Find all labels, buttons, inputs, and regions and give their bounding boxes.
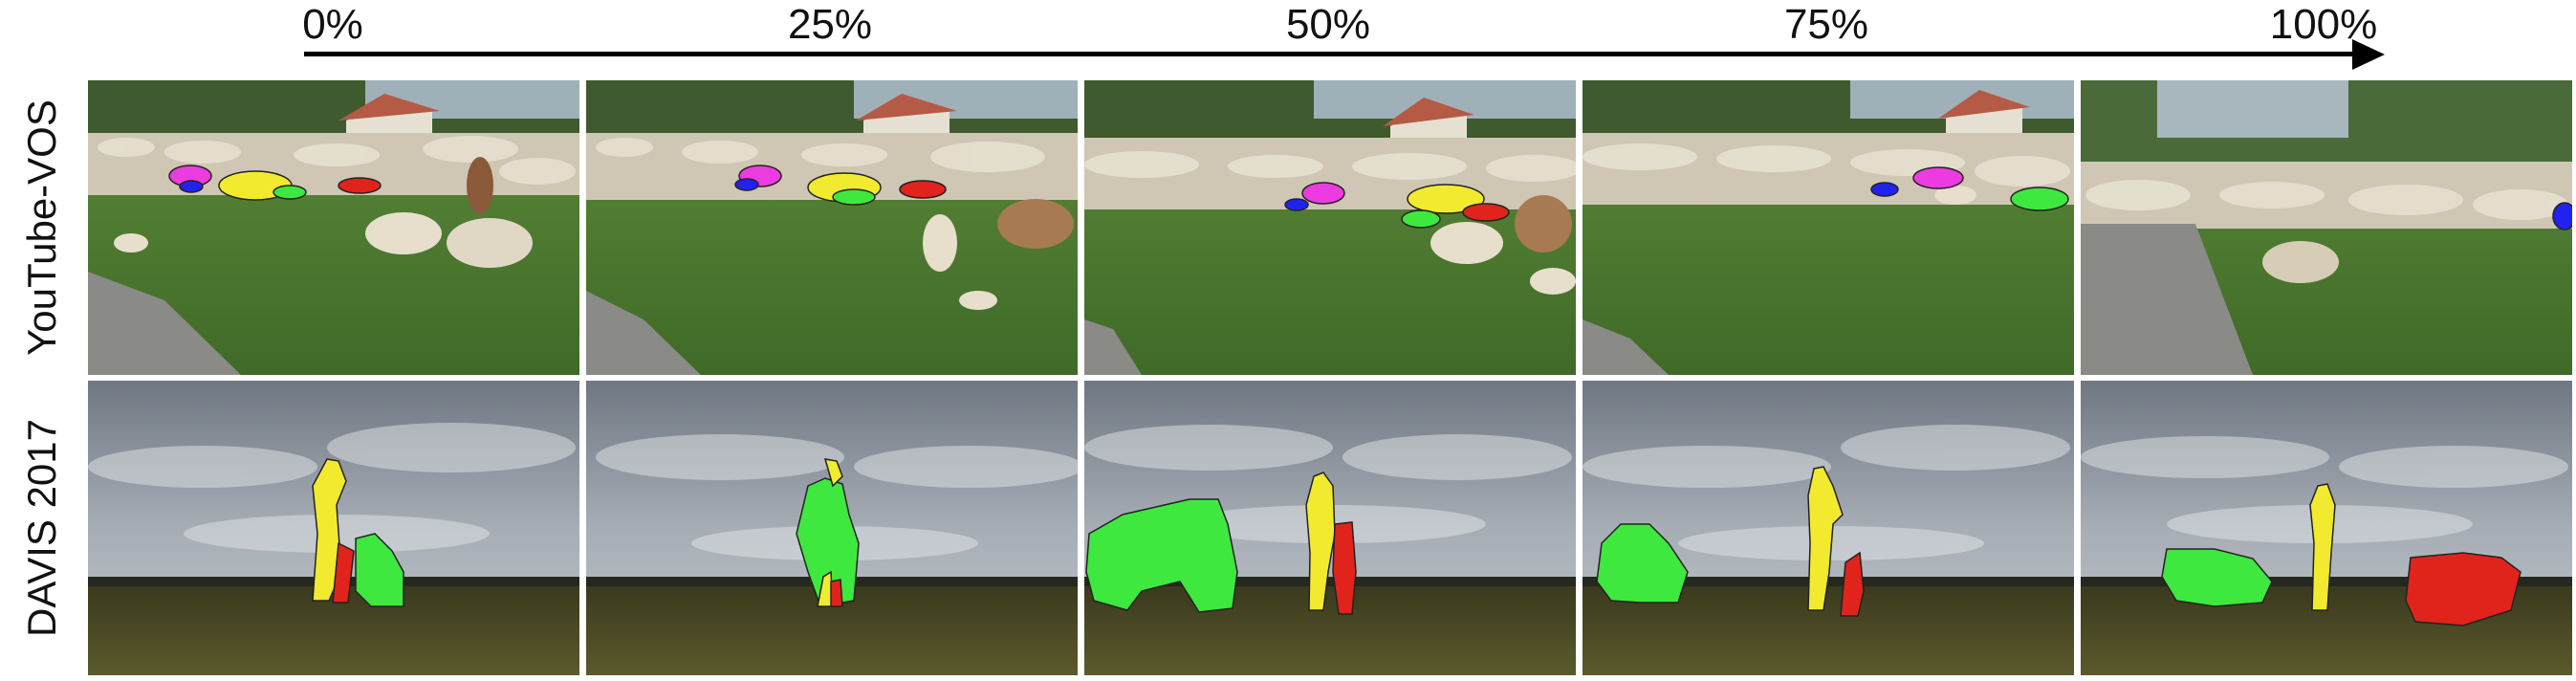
progress-label-75: 75%: [1783, 1, 1869, 48]
davis-2017-frame-75: [1583, 381, 2074, 675]
youtube-vos-frame-50: [1084, 80, 1576, 375]
row-label-text: DAVIS 2017: [19, 418, 64, 638]
row-label-text: YouTube-VOS: [19, 99, 65, 356]
youtube-vos-frame-0: [88, 80, 579, 375]
progress-label-25: 25%: [787, 1, 873, 48]
row-label-youtube-vos: YouTube-VOS: [0, 80, 84, 375]
davis-2017-frame-0: [88, 381, 579, 675]
davis-2017-frame-25: [586, 381, 1078, 675]
timeline-arrow: [304, 52, 2377, 56]
progress-label-50: 50%: [1285, 1, 1371, 48]
timeline-arrowhead-icon: [2352, 39, 2385, 70]
progress-label-100: 100%: [2269, 1, 2378, 48]
youtube-vos-frame-75: [1583, 80, 2074, 375]
youtube-vos-frame-100: [2081, 80, 2572, 375]
youtube-vos-frame-25: [586, 80, 1078, 375]
davis-2017-frame-100: [2081, 381, 2572, 675]
progress-label-0: 0%: [302, 1, 363, 48]
davis-2017-frame-50: [1084, 381, 1576, 675]
row-label-davis-2017: DAVIS 2017: [0, 381, 84, 675]
